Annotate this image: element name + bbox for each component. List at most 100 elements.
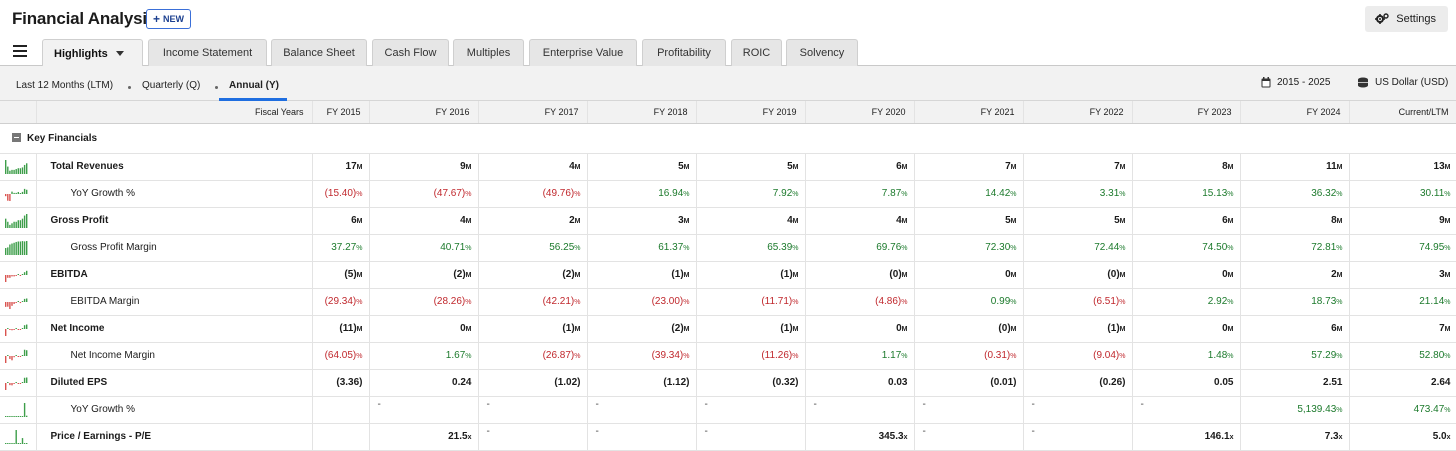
sparkline-bar bbox=[23, 442, 26, 444]
cell-value: (1.12) bbox=[663, 377, 690, 388]
sparkline-bar bbox=[9, 170, 11, 174]
sparkline-bar bbox=[11, 328, 13, 330]
sparkline-bar bbox=[9, 301, 11, 309]
period-quarterly[interactable]: Quarterly (Q) bbox=[142, 80, 201, 91]
unit-suffix: M bbox=[465, 164, 472, 171]
column-header[interactable]: FY 2022 bbox=[1023, 101, 1133, 124]
cell-value: 7.87 bbox=[881, 188, 902, 199]
cell-value: (9.04) bbox=[1093, 350, 1120, 361]
column-header[interactable]: Current/LTM bbox=[1349, 101, 1456, 124]
unit-suffix: % bbox=[1119, 299, 1126, 306]
sparkline-bar bbox=[15, 301, 17, 303]
empty-cell: - bbox=[1132, 396, 1241, 424]
row-label[interactable]: Diluted EPS bbox=[36, 369, 313, 397]
tab-multiples[interactable]: Multiples bbox=[453, 39, 524, 66]
tab-highlights[interactable]: Highlights bbox=[42, 39, 143, 67]
unit-suffix: M bbox=[1119, 326, 1126, 333]
cell-value: (0) bbox=[998, 323, 1011, 334]
value-cell: 52.80% bbox=[1349, 342, 1456, 370]
unit-suffix: % bbox=[1227, 245, 1234, 252]
unit-suffix: M bbox=[356, 164, 363, 171]
coins-icon bbox=[1358, 77, 1368, 88]
unit-suffix: M bbox=[683, 326, 690, 333]
sparkline-bar bbox=[11, 222, 13, 228]
gears-icon bbox=[1375, 13, 1389, 24]
cell-value: (23.00) bbox=[651, 296, 684, 307]
sparkline-bar bbox=[17, 300, 19, 302]
value-cell: 72.30% bbox=[914, 234, 1024, 262]
column-header[interactable]: FY 2019 bbox=[696, 101, 806, 124]
cell-value: 0.03 bbox=[888, 377, 908, 388]
tab-label: Balance Sheet bbox=[283, 47, 355, 59]
tab-income-statement[interactable]: Income Statement bbox=[148, 39, 267, 66]
currency-selector[interactable]: US Dollar (USD) bbox=[1357, 77, 1448, 88]
row-label[interactable]: Total Revenues bbox=[36, 153, 313, 181]
empty-cell: - bbox=[587, 396, 697, 424]
row-label[interactable]: EBITDA Margin bbox=[36, 288, 313, 316]
sparkline-bar bbox=[7, 354, 9, 356]
column-header[interactable]: FY 2020 bbox=[805, 101, 915, 124]
value-cell: 473.47% bbox=[1349, 396, 1456, 424]
tab-label: ROIC bbox=[742, 47, 771, 59]
sparkline-bar bbox=[5, 442, 7, 444]
row-label[interactable]: Gross Profit bbox=[36, 207, 313, 235]
value-cell: (28.26)% bbox=[369, 288, 479, 316]
unit-suffix: % bbox=[683, 299, 690, 306]
column-header[interactable]: FY 2021 bbox=[914, 101, 1024, 124]
sparkline-bar bbox=[26, 442, 28, 444]
new-button[interactable]: + NEW bbox=[146, 9, 192, 29]
value-cell: 5M bbox=[914, 207, 1024, 235]
row-label[interactable]: Net Income bbox=[36, 315, 313, 343]
cell-value: 1.17 bbox=[881, 350, 902, 361]
column-header[interactable]: FY 2015 bbox=[312, 101, 370, 124]
column-header[interactable]: FY 2018 bbox=[587, 101, 697, 124]
value-cell: 13M bbox=[1349, 153, 1456, 181]
tab-solvency[interactable]: Solvency bbox=[786, 39, 858, 66]
column-header[interactable]: FY 2017 bbox=[478, 101, 588, 124]
row-label[interactable]: YoY Growth % bbox=[36, 396, 313, 424]
tab-roic[interactable]: ROIC bbox=[731, 39, 782, 66]
sparkline-bar bbox=[23, 377, 26, 383]
sparkline-bar bbox=[21, 381, 24, 383]
unit-suffix: M bbox=[1336, 164, 1343, 171]
value-cell: (2)M bbox=[587, 315, 697, 343]
unit-suffix: M bbox=[1444, 272, 1451, 279]
row-label[interactable]: Price / Earnings - P/E bbox=[36, 423, 313, 451]
column-header[interactable]: FY 2023 bbox=[1132, 101, 1241, 124]
unit-suffix: M bbox=[1010, 164, 1017, 171]
row-label[interactable]: Gross Profit Margin bbox=[36, 234, 313, 262]
cell-value: 36.32 bbox=[1311, 188, 1337, 199]
tab-balance-sheet[interactable]: Balance Sheet bbox=[271, 39, 367, 66]
column-header[interactable]: FY 2024 bbox=[1240, 101, 1350, 124]
period-annual[interactable]: Annual (Y) bbox=[229, 80, 279, 91]
period-ltm[interactable]: Last 12 Months (LTM) bbox=[16, 80, 114, 91]
settings-button[interactable]: Settings bbox=[1365, 6, 1448, 32]
collapse-icon[interactable] bbox=[12, 132, 21, 142]
tab-enterprise-value[interactable]: Enterprise Value bbox=[529, 39, 637, 66]
year-range-selector[interactable]: 2015 - 2025 bbox=[1261, 77, 1330, 88]
row-label[interactable]: Net Income Margin bbox=[36, 342, 313, 370]
sparkline-bar bbox=[19, 442, 22, 444]
row-label[interactable]: YoY Growth % bbox=[36, 180, 313, 208]
cell-value: 345.3 bbox=[878, 431, 904, 442]
sparkline-bar bbox=[7, 327, 9, 329]
unit-suffix: % bbox=[1227, 353, 1234, 360]
cell-value: 0 bbox=[1222, 323, 1228, 334]
tab-cash-flow[interactable]: Cash Flow bbox=[372, 39, 449, 66]
sparkline-bar bbox=[23, 240, 26, 255]
sparkline-bar bbox=[19, 167, 22, 174]
empty-cell: - bbox=[805, 396, 915, 424]
sparkline-bar bbox=[15, 327, 17, 329]
menu-icon[interactable] bbox=[13, 45, 27, 57]
sparkline-bar bbox=[13, 242, 15, 255]
cell-value: 37.27 bbox=[331, 242, 357, 253]
cell-value: (11.71) bbox=[761, 296, 793, 307]
value-cell: 15.13% bbox=[1132, 180, 1241, 208]
value-cell: 7M bbox=[1349, 315, 1456, 343]
row-label[interactable]: EBITDA bbox=[36, 261, 313, 289]
cell-value: (2) bbox=[671, 323, 684, 334]
sparkline-bar bbox=[26, 324, 28, 329]
value-cell: 2M bbox=[1240, 261, 1350, 289]
tab-profitability[interactable]: Profitability bbox=[642, 39, 726, 66]
column-header[interactable]: FY 2016 bbox=[369, 101, 479, 124]
